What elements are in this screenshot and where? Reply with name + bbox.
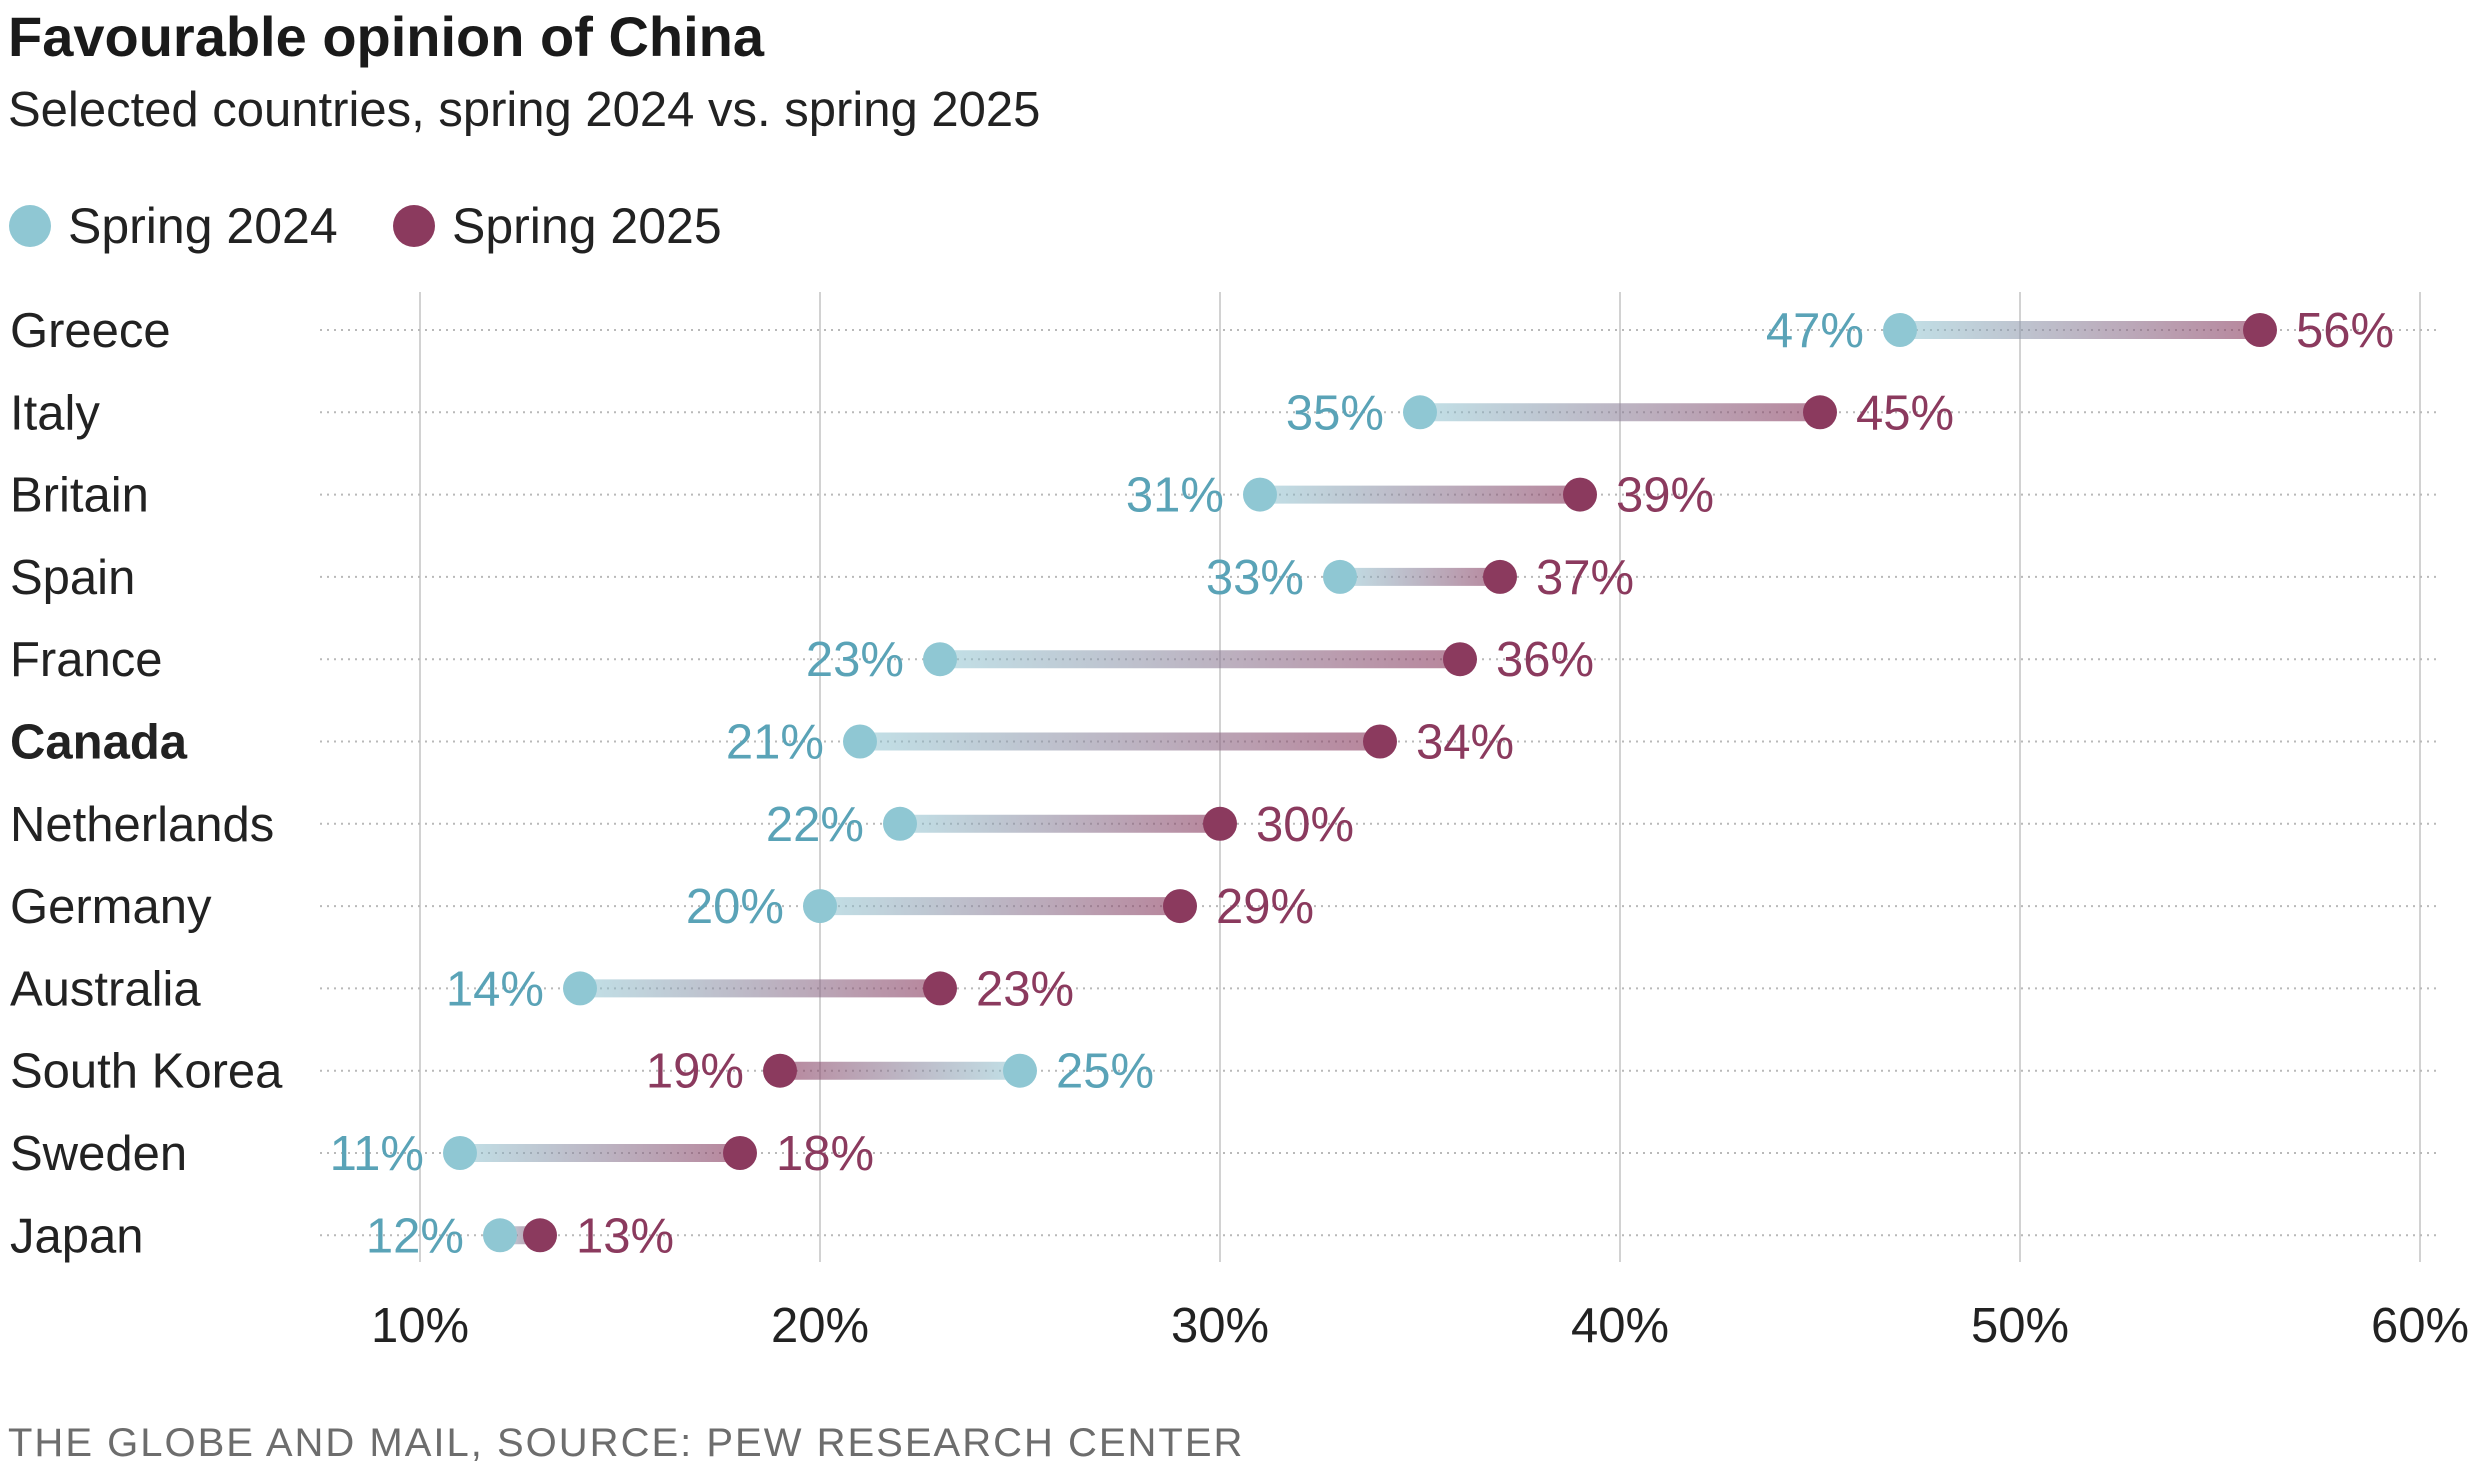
legend-label-spring-2024: Spring 2024 xyxy=(68,198,338,254)
country-label-japan: Japan xyxy=(10,1209,144,1263)
dot-2025-south-korea xyxy=(763,1053,797,1088)
dot-2025-japan xyxy=(523,1218,557,1253)
dot-2025-australia xyxy=(923,971,957,1006)
value-label-2024-spain: 33% xyxy=(1206,551,1304,605)
country-label-south-korea: South Korea xyxy=(10,1045,283,1099)
country-label-france: France xyxy=(10,633,163,687)
country-label-netherlands: Netherlands xyxy=(10,798,274,852)
country-label-germany: Germany xyxy=(10,880,212,934)
row-guides xyxy=(320,329,2440,1237)
row-sweden: Sweden 11% 18% xyxy=(10,1127,874,1181)
country-label-greece: Greece xyxy=(10,304,171,358)
dot-2024-germany xyxy=(803,889,837,924)
value-label-2025-germany: 29% xyxy=(1216,880,1314,934)
dot-2024-south-korea xyxy=(1003,1053,1037,1088)
row-spain: Spain 33% 37% xyxy=(10,551,1634,605)
row-britain: Britain 31% 39% xyxy=(10,469,1714,523)
chart-subtitle: Selected countries, spring 2024 vs. spri… xyxy=(8,83,1040,137)
data-rows: Greece 47% 56% Italy 35% 45% Britain 31% 39% Spai… xyxy=(10,304,2394,1263)
country-label-australia: Australia xyxy=(10,962,201,1016)
x-tick-label-10: 10% xyxy=(371,1299,469,1353)
dot-2025-italy xyxy=(1803,395,1837,430)
dot-2025-greece xyxy=(2243,313,2277,347)
dot-2025-france xyxy=(1443,642,1477,677)
value-label-2025-france: 36% xyxy=(1496,633,1594,687)
value-label-2025-canada: 34% xyxy=(1416,716,1514,770)
value-label-2025-italy: 45% xyxy=(1856,386,1954,440)
value-label-2025-spain: 37% xyxy=(1536,551,1634,605)
dot-2025-netherlands xyxy=(1203,806,1237,841)
row-germany: Germany 20% 29% xyxy=(10,880,1314,934)
x-tick-label-20: 20% xyxy=(771,1299,869,1353)
dot-2025-spain xyxy=(1483,559,1517,594)
value-label-2025-greece: 56% xyxy=(2296,304,2394,358)
x-tick-label-30: 30% xyxy=(1171,1299,1269,1353)
value-label-2025-britain: 39% xyxy=(1616,469,1714,523)
country-label-canada: Canada xyxy=(10,716,188,770)
x-tick-label-60: 60% xyxy=(2371,1299,2468,1353)
dot-2024-britain xyxy=(1243,477,1277,512)
value-label-2024-italy: 35% xyxy=(1286,386,1384,440)
legend-marker-spring-2024 xyxy=(9,205,51,247)
x-tick-label-40: 40% xyxy=(1571,1299,1669,1353)
row-greece: Greece 47% 56% xyxy=(10,304,2394,358)
value-label-2024-south-korea: 25% xyxy=(1056,1045,1154,1099)
x-tick-label-50: 50% xyxy=(1971,1299,2069,1353)
value-label-2024-japan: 12% xyxy=(366,1209,464,1263)
country-label-sweden: Sweden xyxy=(10,1127,187,1181)
legend: Spring 2024 Spring 2025 xyxy=(9,198,722,254)
value-label-2024-greece: 47% xyxy=(1766,304,1864,358)
dot-2025-sweden xyxy=(723,1136,757,1170)
dot-2025-britain xyxy=(1563,477,1597,512)
value-label-2024-germany: 20% xyxy=(686,880,784,934)
dot-2024-japan xyxy=(483,1218,517,1253)
value-label-2024-australia: 14% xyxy=(446,962,544,1016)
dot-2024-sweden xyxy=(443,1136,477,1170)
value-label-2024-netherlands: 22% xyxy=(766,798,864,852)
dot-2024-italy xyxy=(1403,395,1437,430)
x-axis: 10% 20% 30% 40% 50% 60% xyxy=(371,1299,2468,1353)
dot-2024-france xyxy=(923,642,957,677)
value-label-2024-britain: 31% xyxy=(1126,469,1224,523)
legend-marker-spring-2025 xyxy=(393,205,435,247)
row-australia: Australia 14% 23% xyxy=(10,962,1074,1016)
dot-2024-greece xyxy=(1883,313,1917,347)
value-label-2025-japan: 13% xyxy=(576,1209,674,1263)
country-label-italy: Italy xyxy=(10,386,100,440)
dot-2025-canada xyxy=(1363,724,1397,759)
row-canada: Canada 21% 34% xyxy=(10,716,1514,770)
country-label-britain: Britain xyxy=(10,469,149,523)
row-japan: Japan 12% 13% xyxy=(10,1209,674,1263)
value-label-2025-australia: 23% xyxy=(976,962,1074,1016)
row-italy: Italy 35% 45% xyxy=(10,386,1954,440)
dot-2024-australia xyxy=(563,971,597,1006)
source-note: THE GLOBE AND MAIL, SOURCE: PEW RESEARCH… xyxy=(8,1421,1244,1465)
row-france: France 23% 36% xyxy=(10,633,1594,687)
legend-label-spring-2025: Spring 2025 xyxy=(452,198,722,254)
row-south-korea: South Korea 25% 19% xyxy=(10,1045,1154,1099)
value-label-2025-sweden: 18% xyxy=(776,1127,874,1181)
value-label-2024-france: 23% xyxy=(806,633,904,687)
dot-2024-canada xyxy=(843,724,877,759)
value-label-2024-sweden: 11% xyxy=(330,1127,424,1181)
country-label-spain: Spain xyxy=(10,551,135,605)
value-label-2025-netherlands: 30% xyxy=(1256,798,1354,852)
row-netherlands: Netherlands 22% 30% xyxy=(10,798,1354,852)
value-label-2025-south-korea: 19% xyxy=(646,1045,744,1099)
chart-title: Favourable opinion of China xyxy=(8,5,765,68)
value-label-2024-canada: 21% xyxy=(726,716,824,770)
dot-2024-spain xyxy=(1323,559,1357,594)
dot-2024-netherlands xyxy=(883,806,917,841)
gridlines xyxy=(419,292,2421,1262)
dot-2025-germany xyxy=(1163,889,1197,924)
